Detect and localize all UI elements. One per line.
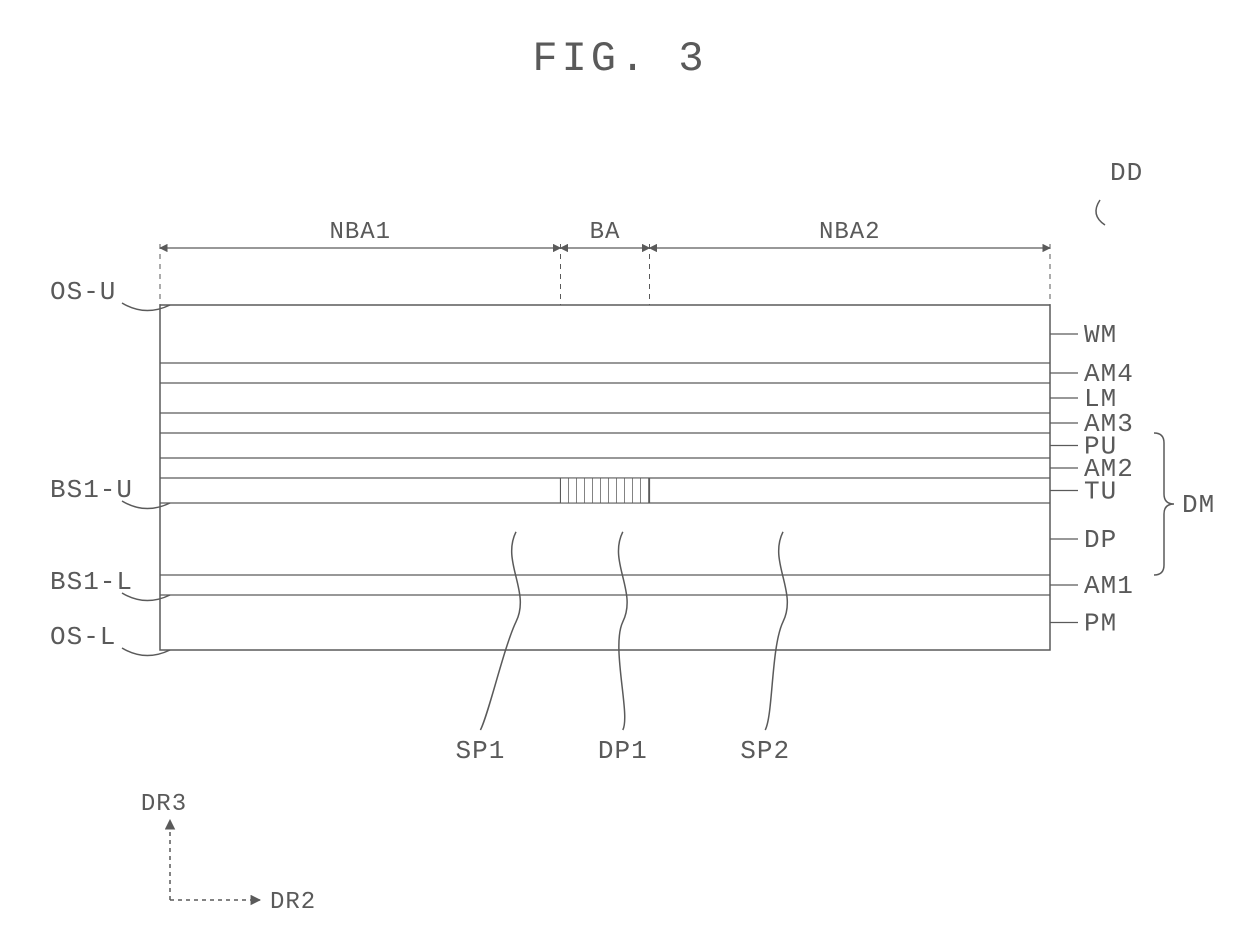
left-label-bs1-l: BS1-L [50,567,133,597]
callout-leader [765,532,787,730]
dm-brace [1154,433,1174,575]
layer-label-am1: AM1 [1084,571,1134,601]
callout-leader [480,532,520,730]
layer-label-dp: DP [1084,525,1117,555]
device-leader [1096,200,1105,225]
layer-label-pm: PM [1084,609,1117,639]
left-leader [122,648,170,656]
dim-label-ba: BA [590,219,621,246]
layer-label-tu: TU [1084,477,1117,507]
dm-label: DM [1182,490,1215,520]
left-leader [122,303,170,311]
axis-label-dr2: DR2 [270,889,316,916]
dim-label-nba2: NBA2 [819,219,881,246]
dim-label-nba1: NBA1 [329,219,391,246]
axis-label-dr3: DR3 [141,791,187,818]
device-label: DD [1110,158,1143,188]
callout-leader [618,532,627,730]
callout-label-sp1: SP1 [455,736,505,766]
dp1-hatched-region [561,478,650,503]
callout-label-sp2: SP2 [740,736,790,766]
figure-title: FIG. 3 [532,35,707,83]
layer-label-wm: WM [1084,320,1117,350]
callout-label-dp1: DP1 [598,736,648,766]
left-label-bs1-u: BS1-U [50,475,133,505]
left-label-os-u: OS-U [50,277,116,307]
left-label-os-l: OS-L [50,622,116,652]
